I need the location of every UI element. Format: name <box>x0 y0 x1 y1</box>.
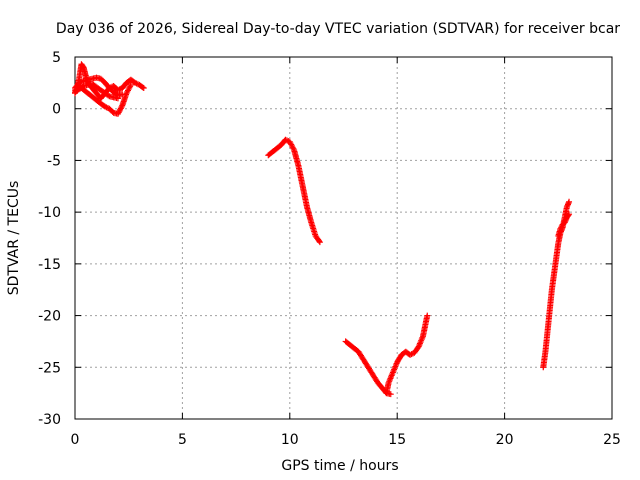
data-points <box>72 61 573 398</box>
data-segment <box>383 312 431 397</box>
x-tick-label: 0 <box>71 432 80 448</box>
x-tick-label: 25 <box>603 432 621 448</box>
y-tick-label: -10 <box>38 205 61 221</box>
data-point <box>118 103 125 110</box>
data-segment <box>72 81 134 117</box>
data-point <box>79 83 86 90</box>
data-point <box>105 92 112 99</box>
grid <box>75 57 612 419</box>
y-tick-label: 5 <box>52 50 61 66</box>
x-tick-label: 10 <box>281 432 299 448</box>
y-tick-label: -30 <box>38 412 61 428</box>
data-point <box>566 198 573 205</box>
data-point <box>290 145 297 152</box>
data-point <box>114 95 121 102</box>
y-tick-label: -20 <box>38 309 61 325</box>
data-segment <box>265 136 323 246</box>
data-segment <box>342 338 394 398</box>
plot-frame <box>74 56 613 420</box>
data-point <box>424 312 431 319</box>
data-point <box>139 84 146 91</box>
x-tick-label: 5 <box>178 432 187 448</box>
data-point <box>566 211 573 218</box>
data-point <box>316 239 323 246</box>
y-tick-label: -5 <box>47 153 61 169</box>
chart-title: Day 036 of 2026, Sidereal Day-to-day VTE… <box>56 21 620 37</box>
data-point <box>140 85 147 92</box>
y-tick-label: -25 <box>38 360 61 376</box>
x-tick-label: 20 <box>496 432 514 448</box>
axis-ticks: 0 5 10 15 20 25 5 0 -5 -10 -15 -20 -25 -30 <box>38 50 621 448</box>
data-point <box>127 81 134 88</box>
data-segment <box>72 80 121 102</box>
data-point <box>565 212 572 219</box>
data-point <box>127 83 134 90</box>
y-axis-label: SDTVAR / TECUs <box>6 181 22 296</box>
y-tick-label: 0 <box>52 102 61 118</box>
x-axis-label: GPS time / hours <box>281 458 398 474</box>
x-tick-label: 15 <box>388 432 406 448</box>
data-point <box>387 391 394 398</box>
data-point <box>316 237 323 244</box>
data-segment <box>555 211 573 239</box>
data-segment <box>540 198 573 371</box>
y-tick-label: -15 <box>38 257 61 273</box>
